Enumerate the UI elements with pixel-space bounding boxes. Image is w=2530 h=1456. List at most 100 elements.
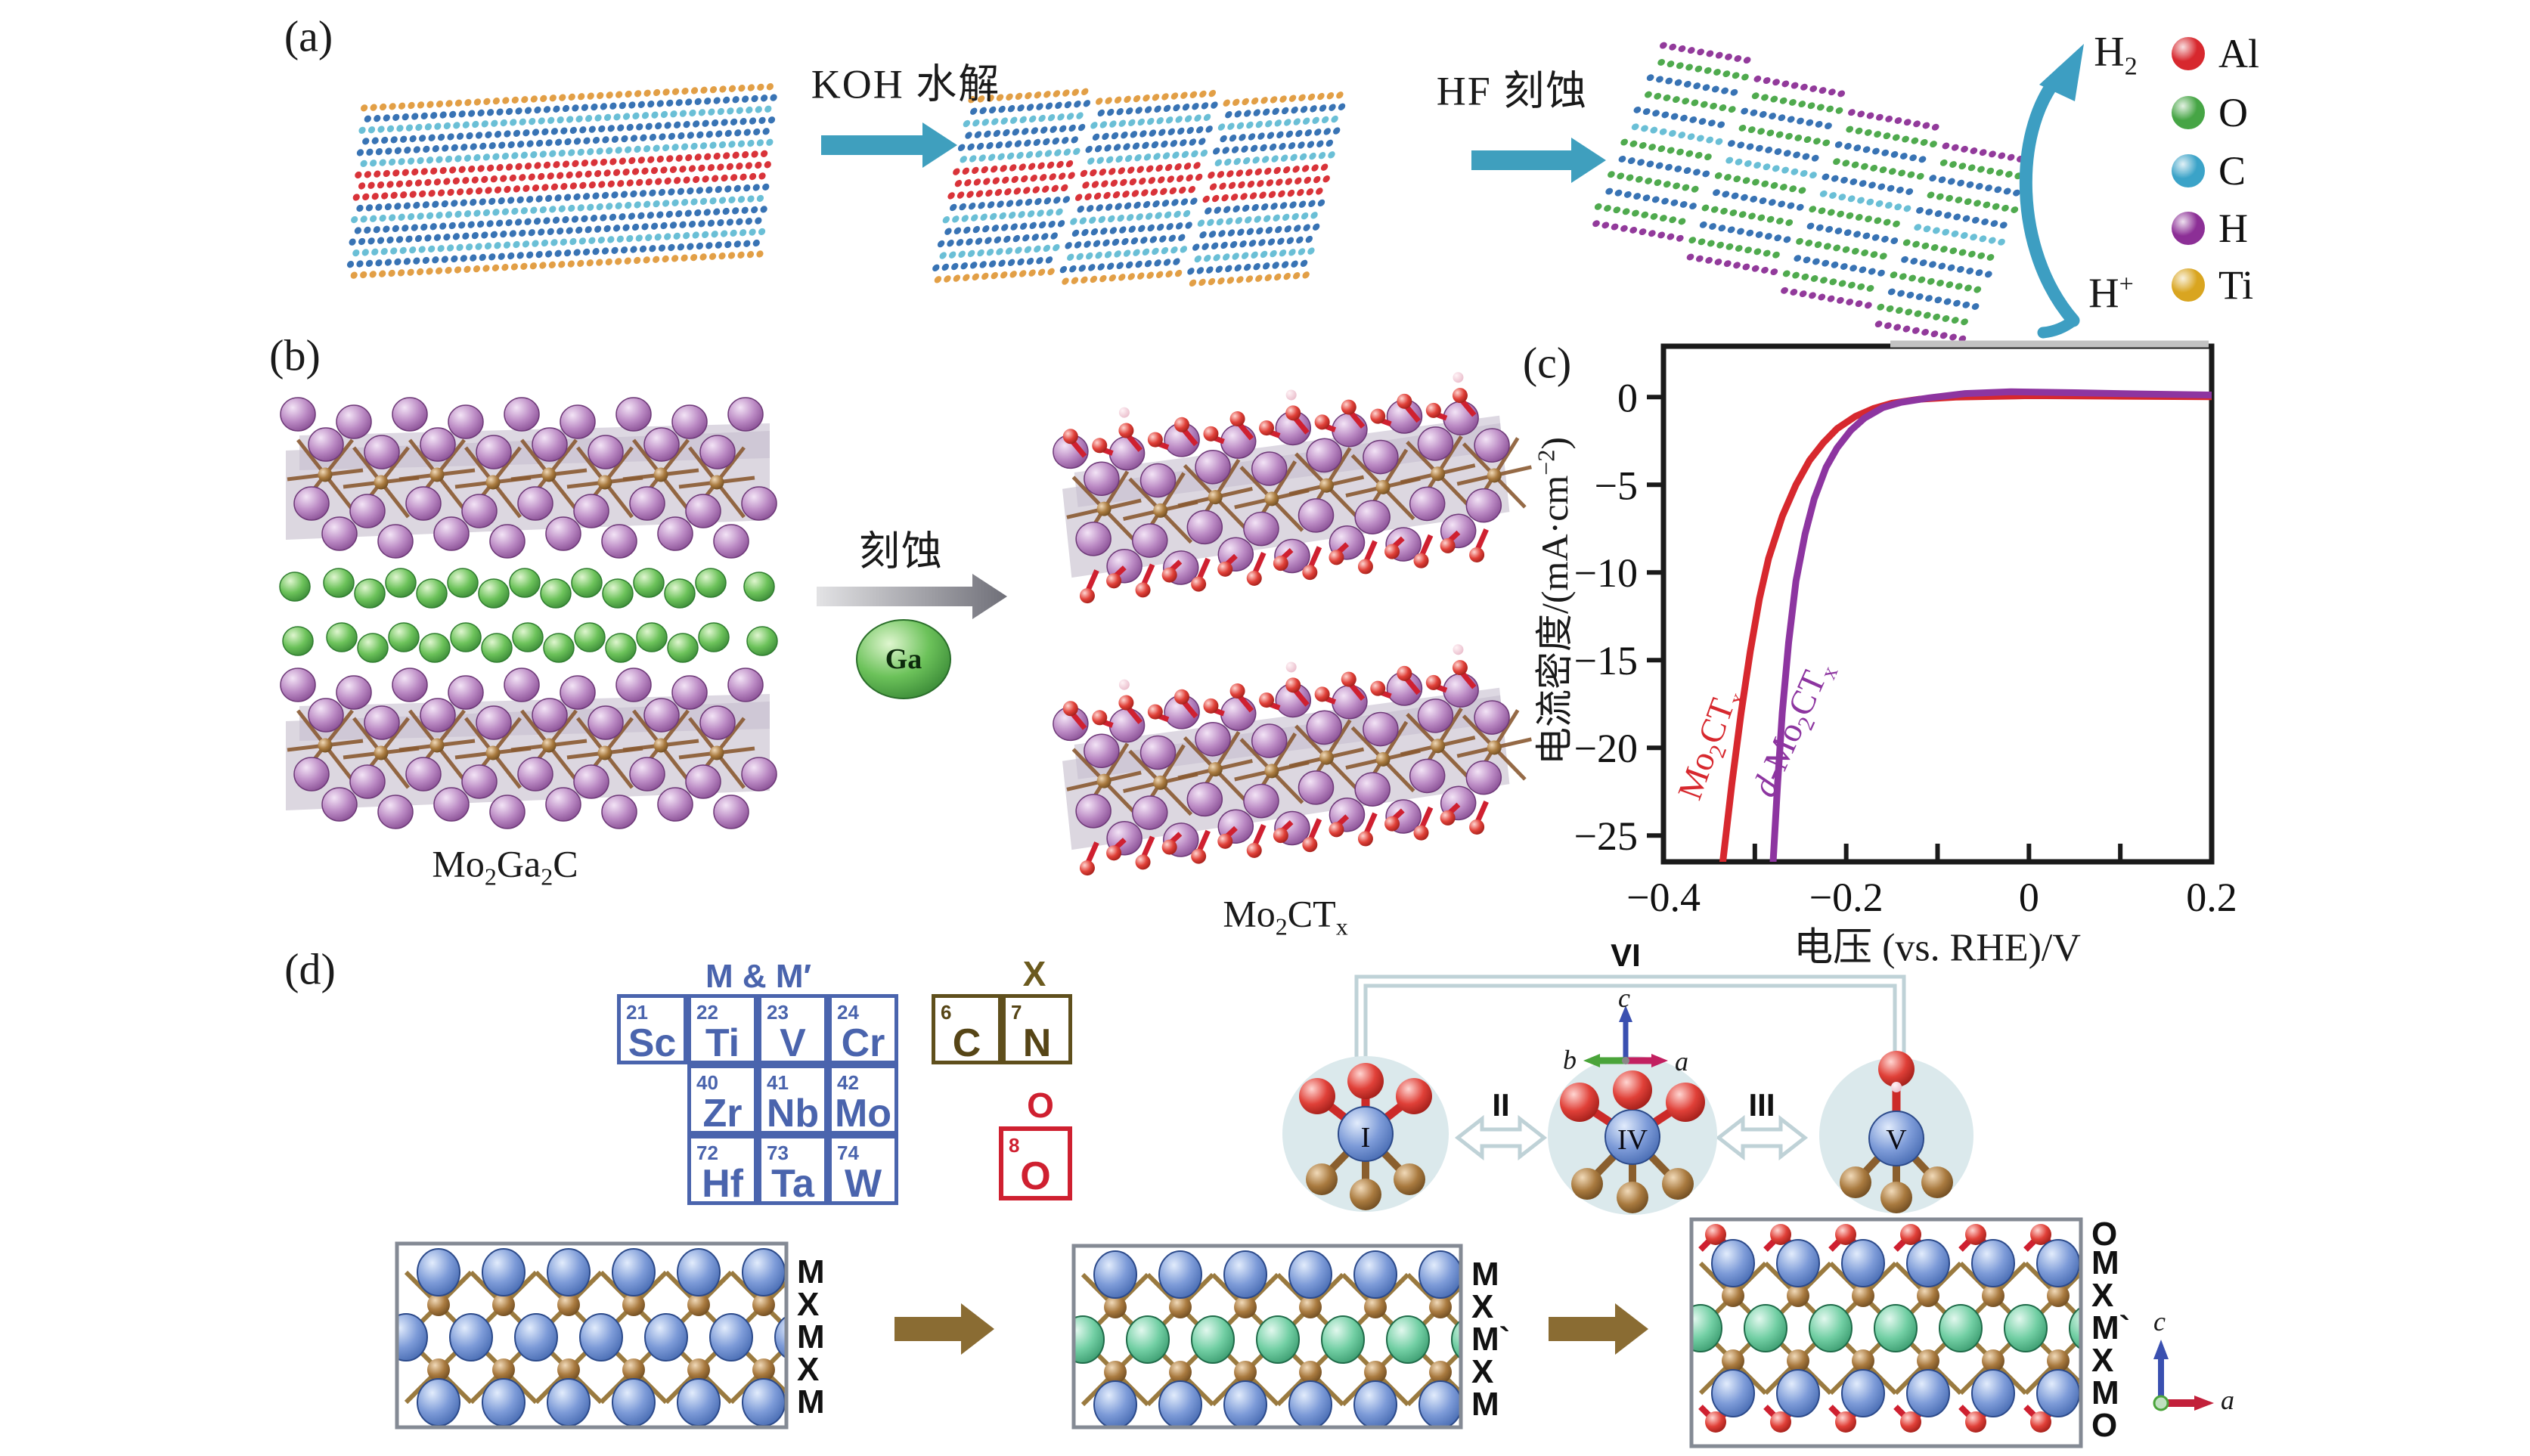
roman-v-label: V [1886, 1124, 1907, 1156]
roman-i-label: I [1360, 1122, 1371, 1154]
legend-item-c: C [2172, 147, 2246, 194]
element-cell-v: 23 V [758, 994, 828, 1065]
koh-arrow-icon [821, 122, 957, 168]
mo2ga2c-structure [279, 397, 778, 829]
stack-mid-4: M [1471, 1386, 1499, 1423]
mo2ctx-label: Mo2CTx [1223, 892, 1348, 940]
hydrolyzed-crystal [932, 88, 1346, 287]
mxm-lattice [397, 1248, 786, 1427]
x-tick-label: 0 [2019, 875, 2039, 920]
etch-arrow-icon [817, 574, 1007, 619]
x-tick-label: −0.2 [1809, 875, 1884, 920]
axis-b-top-label: b [1563, 1045, 1577, 1075]
element-cell-mo: 42 Mo [828, 1064, 898, 1135]
legend-item-h: H [2172, 205, 2248, 252]
curve-Mo2CTx [1719, 392, 2212, 862]
x-tick-label: −0.4 [1626, 875, 1701, 920]
stack-right-5: M [2091, 1374, 2119, 1411]
curve-d-Mo2CTx [1769, 388, 2212, 862]
mxm-prime-lattice [1074, 1250, 1461, 1427]
element-cell-sc: 21 Sc [617, 994, 687, 1065]
ca-axes-icon [2153, 1340, 2214, 1411]
stack-right-0: O [2091, 1216, 2118, 1253]
y-tick-label: −15 [1574, 638, 1638, 683]
o-terminated-lattice [1691, 1224, 2081, 1433]
ga-atom-label: Ga [885, 643, 922, 675]
y-tick-label: −20 [1574, 726, 1638, 771]
legend-item-al: Al [2172, 30, 2259, 77]
transform-arrow-2-icon [1549, 1303, 1648, 1355]
koh-step-label: KOH 水解 [811, 61, 1001, 107]
stack-right-6: O [2091, 1407, 2118, 1444]
element-cell-cr: 24 Cr [828, 994, 898, 1065]
stack-left-3: X [797, 1351, 820, 1388]
x-axis-label: 电压 (vs. RHE)/V [1794, 926, 2081, 970]
stack-left-2: M [797, 1318, 825, 1355]
x-tick-label: 0.2 [2186, 875, 2237, 920]
y-tick-label: −25 [1574, 813, 1638, 859]
stack-left-0: M [797, 1253, 825, 1290]
panel-d-label: (d) [284, 944, 336, 994]
polarization-plot: −0.4 −0.2 0 0.2 0 −5 −10 −15 −20 −25 [1574, 340, 2237, 920]
element-cell-zr: 40 Zr [687, 1064, 758, 1135]
element-cell-ti: 22 Ti [687, 994, 758, 1065]
mo2ctx-structure [1053, 372, 1532, 876]
c-atom-icon [2172, 154, 2205, 187]
element-cell-ta: 73 Ta [758, 1135, 828, 1206]
stack-mid-0: M [1471, 1256, 1499, 1293]
mxm-prime-lattice-box [1071, 1244, 1463, 1430]
stack-mid-2: M` [1471, 1321, 1511, 1358]
mxm-lattice-box [395, 1241, 789, 1430]
route-ii-arrow-icon [1454, 1114, 1548, 1161]
element-cell-hf: 72 Hf [687, 1135, 758, 1206]
etched-mxene-crystal [1592, 42, 2034, 342]
h2-label: H2 [2094, 28, 2138, 81]
o-atom-icon [2172, 96, 2205, 129]
roman-iii-label: III [1748, 1087, 1775, 1123]
ti-atom-icon [2172, 268, 2205, 302]
bca-axes-icon [1583, 1005, 1668, 1067]
mo2ga2c-label: Mo2Ga2C [432, 842, 578, 891]
panel-a-label: (a) [284, 11, 333, 61]
panel-c-label: (c) [1522, 338, 1572, 388]
stack-right-2: X [2091, 1277, 2114, 1314]
axis-a-bottom-label: a [2221, 1385, 2234, 1415]
roman-vi-label: VI [1611, 937, 1641, 973]
panel-b-label: (b) [269, 330, 321, 380]
x-header: X [1022, 954, 1046, 993]
roman-iv-label: IV [1617, 1124, 1648, 1156]
hf-step-label: HF 刻蚀 [1436, 68, 1589, 114]
mm-header: M & M′ [705, 958, 812, 995]
element-cell-nb: 41 Nb [758, 1064, 828, 1135]
stack-right-3: M` [2091, 1309, 2131, 1346]
stack-right-1: M [2091, 1244, 2119, 1281]
o-terminated-lattice-box [1689, 1217, 2083, 1448]
x-axis-ticks: −0.4 −0.2 0 0.2 [1626, 844, 2237, 920]
y-axis-ticks: 0 −5 −10 −15 −20 −25 [1574, 375, 1663, 859]
al-atom-icon [2172, 37, 2205, 70]
stack-right-4: X [2091, 1342, 2114, 1379]
etch-step-label: 刻蚀 [859, 528, 944, 575]
stack-mid-1: X [1471, 1288, 1494, 1325]
stack-left-1: X [797, 1286, 820, 1323]
o-header: O [1027, 1086, 1054, 1125]
hplus-label: H+ [2088, 270, 2134, 317]
y-tick-label: −10 [1574, 550, 1638, 596]
data-curves [1719, 388, 2212, 862]
y-axis-label: 电流密度/(mA·cm−2) [1532, 437, 1576, 765]
transform-arrow-1-icon [894, 1303, 994, 1355]
h-atom-icon [2172, 212, 2205, 245]
max-phase-crystal [346, 83, 777, 279]
hf-arrow-icon [1471, 138, 1606, 183]
ga-atom-icon [856, 619, 951, 699]
legend-item-o: O [2172, 89, 2248, 136]
axis-c-bottom-label: c [2153, 1306, 2166, 1337]
her-cycle-arrow-icon [2019, 44, 2084, 339]
roman-ii-label: II [1492, 1087, 1510, 1123]
y-tick-label: 0 [1617, 375, 1638, 420]
stack-mid-3: X [1471, 1353, 1494, 1390]
axis-c-top-label: c [1618, 983, 1630, 1013]
